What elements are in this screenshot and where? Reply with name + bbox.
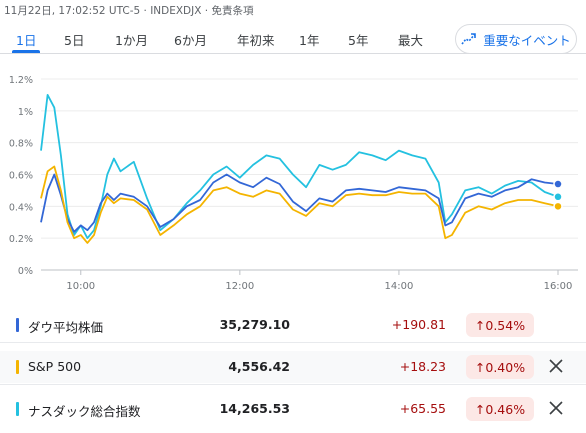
index-change: +18.23 xyxy=(399,359,446,374)
active-tab-indicator xyxy=(12,50,40,53)
series-line xyxy=(40,94,559,240)
row-divider xyxy=(0,342,586,343)
tabs-divider xyxy=(0,53,586,54)
index-change: +190.81 xyxy=(391,317,446,332)
tab-6m[interactable]: 6か月 xyxy=(174,33,207,48)
tab-1y[interactable]: 1年 xyxy=(299,33,320,48)
key-events-button[interactable]: 重要なイベント xyxy=(455,24,577,54)
index-percent: 0.46% xyxy=(485,401,526,417)
index-name: ナスダック総合指数 xyxy=(28,404,141,419)
series-color-nasdaq xyxy=(16,402,19,416)
arrow-up-icon: ↑ xyxy=(474,401,486,417)
arrow-up-icon: ↑ xyxy=(474,317,486,333)
index-percent: 0.40% xyxy=(485,359,526,375)
index-percent-badge: ↑ 0.40% xyxy=(466,355,534,379)
series-line xyxy=(40,165,559,244)
y-tick-label: 0% xyxy=(18,266,33,277)
y-tick-label: 1% xyxy=(18,107,33,118)
index-price: 35,279.10 xyxy=(219,317,290,332)
header-info: 11月22日, 17:02:52 UTC-5 · INDEXDJX · 免責条項 xyxy=(4,5,254,17)
x-tick-label: 12:00 xyxy=(225,281,254,292)
y-tick-label: 1.2% xyxy=(9,75,33,86)
close-icon[interactable] xyxy=(547,357,565,375)
tab-5d[interactable]: 5日 xyxy=(64,33,85,48)
index-row-dow[interactable]: ダウ平均株価 35,279.10 +190.81 ↑ 0.54% xyxy=(0,309,586,341)
index-name: S&P 500 xyxy=(28,359,82,374)
row-divider xyxy=(0,384,586,385)
index-percent-badge: ↑ 0.54% xyxy=(466,313,534,337)
tab-5y[interactable]: 5年 xyxy=(348,33,369,48)
tab-1m[interactable]: 1か月 xyxy=(115,33,148,48)
tab-ytd[interactable]: 年初来 xyxy=(237,33,275,48)
key-events-label: 重要なイベント xyxy=(483,32,571,48)
y-tick-label: 0.6% xyxy=(9,171,33,182)
series-line xyxy=(40,173,559,233)
index-row-sp500[interactable]: S&P 500 4,556.42 +18.23 ↑ 0.40% xyxy=(0,351,586,383)
x-tick-label: 10:00 xyxy=(66,281,95,292)
index-price: 4,556.42 xyxy=(228,359,290,374)
index-change: +65.55 xyxy=(399,401,446,416)
series-end-dot xyxy=(553,192,563,202)
y-tick-label: 0.8% xyxy=(9,139,33,150)
arrow-up-icon: ↑ xyxy=(474,359,486,375)
series-end-dot xyxy=(553,179,563,189)
index-row-nasdaq[interactable]: ナスダック総合指数 14,265.53 +65.55 ↑ 0.46% xyxy=(0,393,586,425)
close-icon[interactable] xyxy=(547,399,565,417)
index-name: ダウ平均株価 xyxy=(28,320,104,335)
trend-line-icon xyxy=(461,33,477,45)
index-percent: 0.54% xyxy=(485,317,526,333)
index-price: 14,265.53 xyxy=(219,401,290,416)
x-tick-label: 14:00 xyxy=(385,281,414,292)
series-color-dow xyxy=(16,318,19,332)
series-end-dot xyxy=(553,201,563,212)
x-tick-label: 16:00 xyxy=(544,281,573,292)
index-percent-badge: ↑ 0.46% xyxy=(466,397,534,421)
tab-1d[interactable]: 1日 xyxy=(16,33,37,48)
y-tick-label: 0.2% xyxy=(9,234,33,245)
y-tick-label: 0.4% xyxy=(9,202,33,213)
tab-max[interactable]: 最大 xyxy=(398,33,424,48)
price-chart[interactable]: 0% 0.2% 0.4% 0.6% 0.8% 1% 1.2% 10:00 12:00 14:00… xyxy=(0,60,586,298)
series-color-sp500 xyxy=(16,360,19,374)
